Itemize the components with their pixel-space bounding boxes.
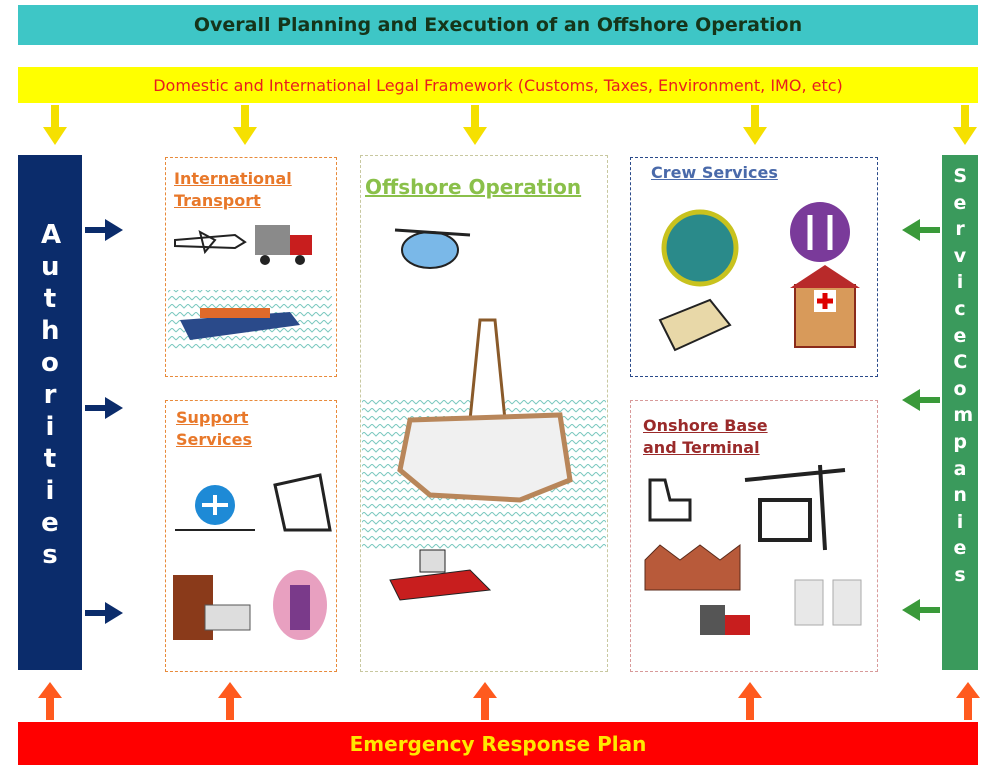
legal-framework: Domestic and International Legal Framewo… <box>18 67 978 103</box>
page: Overall Planning and Execution of an Off… <box>0 0 990 765</box>
down-arrows <box>43 105 977 145</box>
right-arrows <box>85 219 123 624</box>
title: Overall Planning and Execution of an Off… <box>18 5 978 45</box>
left-arrows <box>902 219 940 621</box>
authorities-label: Authorities <box>41 220 59 572</box>
footer: Emergency Response Plan <box>18 722 978 765</box>
box-title: Offshore Operation <box>365 174 607 201</box>
offshore-box: Offshore Operation <box>360 155 608 672</box>
service-label: Service Companies <box>953 163 966 589</box>
box-title: Crew Services <box>651 162 877 184</box>
up-arrows <box>38 682 980 720</box>
box-title: Support Services <box>176 407 266 450</box>
support-box: Support Services <box>165 400 337 672</box>
box-title: International Transport <box>174 168 304 211</box>
crew-box: Crew Services <box>630 157 878 377</box>
authorities-label-wrap: Authorities <box>18 220 82 572</box>
transport-box: International Transport <box>165 157 337 377</box>
onshore-box: Onshore Base and Terminal <box>630 400 878 672</box>
box-title: Onshore Base and Terminal <box>643 415 773 458</box>
service-label-wrap: Service Companies <box>942 163 978 589</box>
